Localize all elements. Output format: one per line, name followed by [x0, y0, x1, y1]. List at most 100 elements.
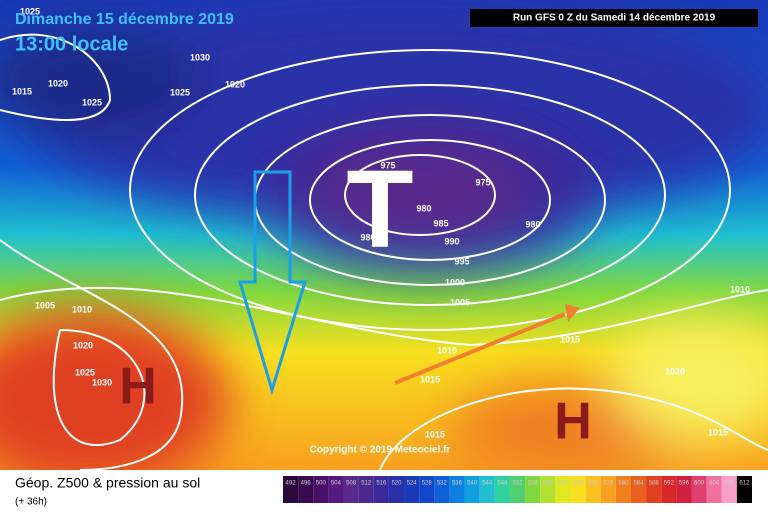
isobar [129, 49, 731, 331]
pressure-label: 1020 [225, 79, 245, 89]
pressure-label: 1020 [73, 340, 93, 350]
color-scale: 492 496 500 504 508 512 516 520 524 528 532 536 540 5… [283, 476, 752, 503]
scale-swatch [419, 476, 435, 503]
pressure-label: 975 [380, 160, 395, 170]
isobar [0, 33, 112, 121]
scale-swatch [570, 476, 586, 503]
high-symbol: H [554, 393, 592, 451]
pressure-label: 1010 [730, 284, 750, 294]
isobar [309, 139, 551, 261]
scale-label: 568 [573, 481, 584, 487]
pressure-label: 1015 [560, 334, 580, 344]
pressure-label: 1005 [450, 297, 470, 307]
scale-swatch [434, 476, 450, 503]
scale-swatch [373, 476, 389, 503]
high-symbol: H [119, 358, 157, 416]
scale-swatch [494, 476, 510, 503]
scale-swatch [721, 476, 737, 503]
pressure-label: 1030 [190, 52, 210, 62]
run-info: Run GFS 0 Z du Samedi 14 décembre 2019 [513, 13, 716, 24]
scale-swatch [615, 476, 631, 503]
time: 13:00 locale [15, 33, 128, 55]
scale-swatch [736, 476, 752, 503]
pressure-label: 1025 [170, 87, 190, 97]
scale-label: 492 [286, 481, 297, 487]
scale-swatch [646, 476, 662, 503]
scale-swatch [691, 476, 707, 503]
scale-swatch [676, 476, 692, 503]
scale-label: 512 [361, 481, 372, 487]
scale-swatch [404, 476, 420, 503]
pressure-label: 990 [444, 236, 459, 246]
pressure-label: 980 [416, 203, 431, 213]
isobar [0, 239, 184, 471]
copyright: Copyright © 2019 Meteociel.fr [310, 445, 451, 456]
pressure-label: 1020 [665, 366, 685, 376]
pressure-label: 1030 [92, 377, 112, 387]
lead-time: (+ 36h) [15, 497, 47, 508]
scale-label: 564 [558, 481, 569, 487]
pressure-label: 980 [525, 219, 540, 229]
scale-label: 524 [407, 481, 418, 487]
pressure-label: 1010 [72, 304, 92, 314]
pressure-labels: 1025103010201015102510251020975975980985… [12, 6, 750, 439]
scale-label: 500 [316, 481, 327, 487]
scale-swatch [298, 476, 314, 503]
scale-label: 584 [634, 481, 645, 487]
scale-swatch [449, 476, 465, 503]
scale-label: 560 [543, 481, 554, 487]
pressure-label: 1015 [708, 427, 728, 437]
pressure-label: 1000 [445, 277, 465, 287]
pressure-label: 1005 [35, 300, 55, 310]
pressure-label: 1025 [75, 367, 95, 377]
scale-label: 604 [709, 481, 720, 487]
scale-label: 496 [301, 481, 312, 487]
scale-swatch [661, 476, 677, 503]
scale-label: 548 [497, 481, 508, 487]
scale-label: 580 [618, 481, 629, 487]
isobar [344, 154, 496, 236]
scale-label: 540 [467, 481, 478, 487]
flow-arrow [394, 312, 566, 385]
pressure-label: 1015 [425, 429, 445, 439]
arrow-head [565, 304, 580, 322]
date: Dimanche 15 décembre 2019 [15, 11, 234, 28]
pressure-label: 1015 [12, 86, 32, 96]
scale-label: 596 [679, 481, 690, 487]
scale-label: 516 [376, 481, 387, 487]
isobar [52, 329, 146, 446]
east-ridge [610, 320, 768, 440]
scale-swatch [630, 476, 647, 503]
pressure-label: 975 [475, 177, 490, 187]
pressure-label: 1025 [20, 6, 40, 16]
scale-swatch [388, 476, 405, 503]
scale-swatch [479, 476, 495, 503]
pressure-label: 1025 [82, 97, 102, 107]
run-box [470, 9, 758, 27]
scale-label: 520 [391, 481, 402, 487]
scale-swatch [283, 476, 299, 503]
north-west [0, 20, 200, 140]
scale-swatch [585, 476, 601, 503]
flow-arrow [237, 170, 308, 396]
scale-swatch [343, 476, 359, 503]
scale-label: 536 [452, 481, 463, 487]
scale-label: 576 [603, 481, 614, 487]
height-field [0, 0, 768, 490]
scale-label: 592 [664, 481, 675, 487]
scale-label: 556 [528, 481, 539, 487]
scale-label: 544 [482, 481, 493, 487]
pressure-label: 1010 [437, 345, 457, 355]
scale-label: 532 [437, 481, 448, 487]
scale-label: 600 [694, 481, 705, 487]
scale-swatch [555, 476, 571, 503]
pressure-label: 980 [360, 232, 375, 242]
scale-label: 608 [724, 481, 735, 487]
pressure-label: 995 [454, 256, 469, 266]
isobar [0, 286, 768, 347]
scale-label: 588 [649, 481, 660, 487]
pressure-label: 1015 [420, 374, 440, 384]
scale-label: 552 [512, 481, 523, 487]
